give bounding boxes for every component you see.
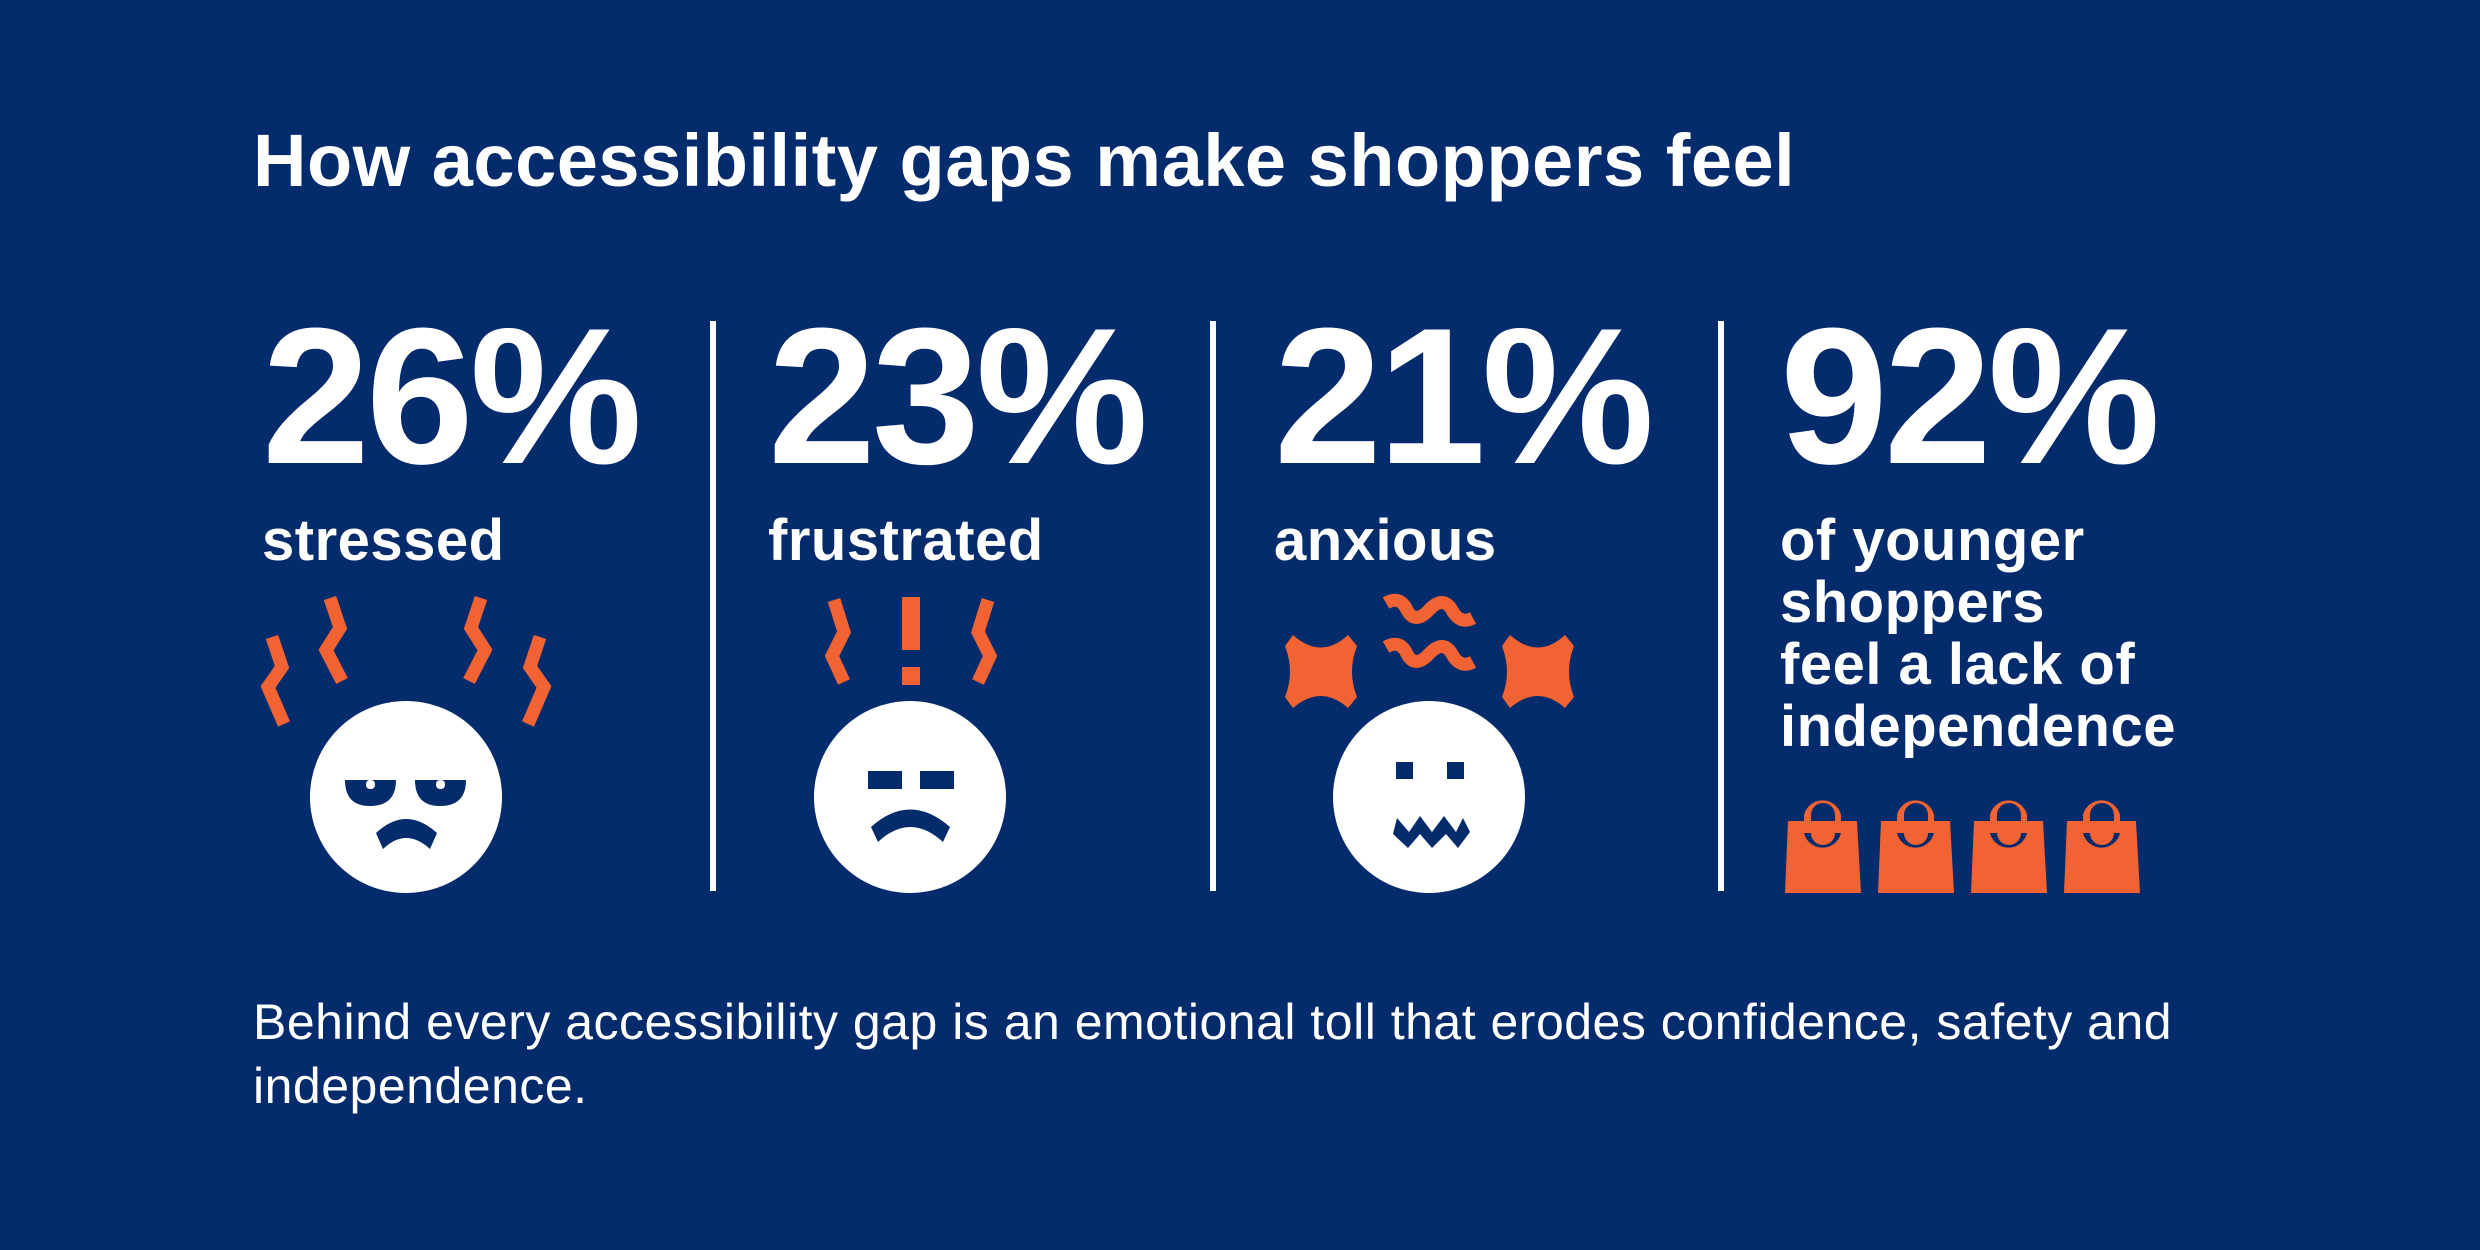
wave-icon (1382, 637, 1477, 671)
burst-icon (1502, 635, 1574, 708)
wave-icon (1382, 593, 1477, 627)
stat-label: of younger shoppers feel a lack of indep… (1780, 510, 2176, 758)
zigzag-icon (260, 634, 290, 727)
stat-label: anxious (1274, 508, 1497, 573)
anxious-face-icon (1285, 593, 1574, 893)
frustrated-face-icon (814, 597, 1006, 893)
stat-value: 92% (1780, 288, 2160, 505)
divider (1718, 321, 1724, 891)
exclamation-icon (902, 597, 920, 650)
label-line: shoppers (1780, 570, 2046, 635)
stat-label: frustrated (768, 508, 1044, 573)
stat-value: 26% (262, 288, 642, 505)
zigzag-icon (522, 634, 552, 727)
shopping-bag-icon (2064, 800, 2140, 893)
stat-label: stressed (262, 508, 505, 573)
stat-value: 21% (1274, 288, 1654, 505)
label-line: feel a lack of (1780, 632, 2136, 697)
zigzag-icon (463, 595, 493, 684)
zigzag-icon (971, 598, 998, 685)
stat-frustrated: 23% frustrated (768, 288, 1148, 573)
footer-text: Behind every accessibility gap is an emo… (253, 994, 2173, 1114)
label-line: of younger (1780, 508, 2085, 573)
stressed-face-icon (260, 595, 552, 893)
shopping-bag-icon (1878, 800, 1954, 893)
burst-icon (1285, 635, 1357, 708)
page-title: How accessibility gaps make shoppers fee… (253, 119, 1796, 202)
stat-anxious: 21% anxious (1274, 288, 1654, 573)
stat-value: 23% (768, 288, 1148, 505)
label-line: independence (1780, 694, 2176, 759)
shopping-bag-icon (1785, 800, 1861, 893)
shopping-bags (1785, 800, 2140, 893)
stat-stressed: 26% stressed (262, 288, 642, 573)
zigzag-icon (824, 598, 851, 685)
divider (1210, 321, 1216, 891)
shopping-bag-icon (1971, 800, 2047, 893)
stat-independence: 92% of younger shoppers feel a lack of i… (1780, 300, 2176, 758)
zigzag-icon (318, 595, 348, 684)
divider (710, 321, 716, 891)
